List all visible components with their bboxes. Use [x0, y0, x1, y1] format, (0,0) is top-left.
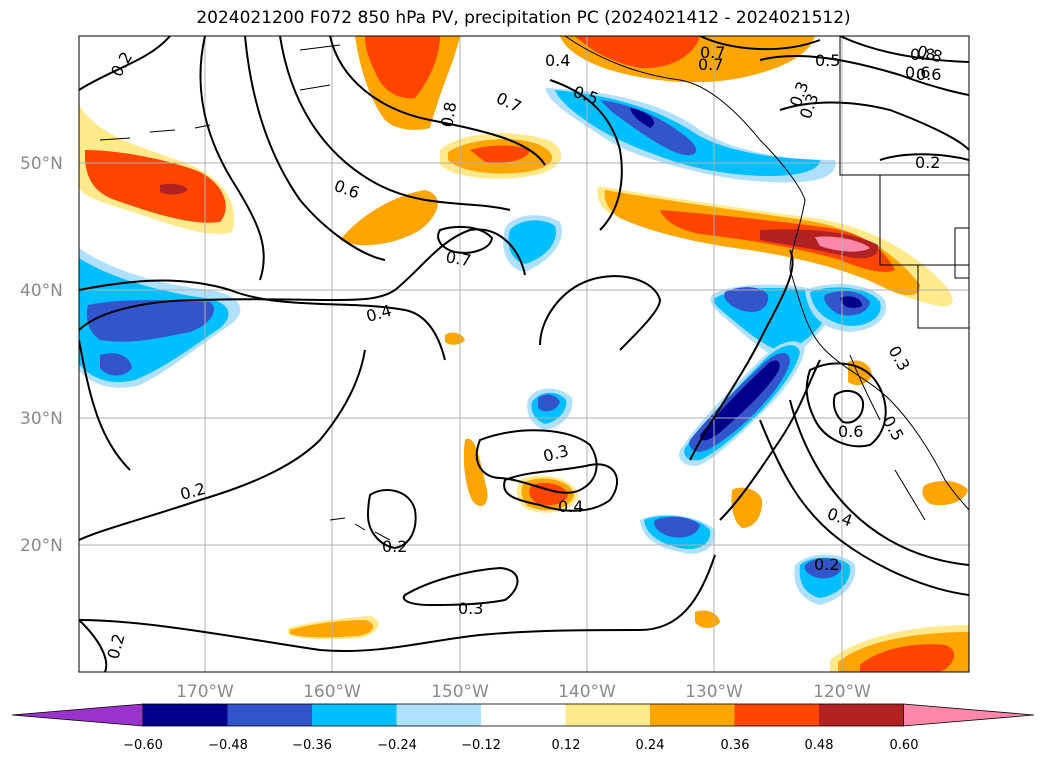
- svg-text:0.5: 0.5: [815, 51, 840, 70]
- svg-text:0.6: 0.6: [838, 422, 863, 441]
- colorbar-segment: [312, 704, 397, 726]
- cb-tick-2: −0.36: [292, 738, 332, 753]
- svg-text:0.8: 0.8: [437, 100, 460, 128]
- svg-text:0.2: 0.2: [915, 153, 940, 172]
- contour-labels: 0.2 0.4 0.5 0.6 0.7 0.8 0.3 0.7 0.6 0.7 …: [104, 42, 945, 662]
- svg-text:0.4: 0.4: [558, 497, 583, 516]
- cb-tick-8: 0.48: [805, 738, 834, 753]
- svg-text:0.7: 0.7: [698, 55, 723, 74]
- cb-tick-4: −0.12: [461, 738, 501, 753]
- cb-tick-6: 0.24: [636, 738, 665, 753]
- colorbar-segment: [481, 704, 566, 726]
- cb-tick-9: 0.60: [890, 738, 919, 753]
- lon-label-120w: 120°W: [813, 682, 871, 702]
- colorbar-segment: [650, 704, 735, 726]
- colorbar-segment: [565, 704, 650, 726]
- precip-fill-layer: [79, 36, 969, 672]
- cb-tick-5: 0.12: [552, 738, 581, 753]
- svg-text:0.3: 0.3: [458, 599, 483, 618]
- colorbar-extend-high: [903, 703, 1035, 727]
- plot-frame: [78, 35, 970, 673]
- map-title: 2024021200 F072 850 hPa PV, precipitatio…: [196, 8, 851, 28]
- lat-label-40n: 40°N: [20, 281, 63, 301]
- colorbar: [11, 703, 1035, 727]
- colorbar-segment: [227, 704, 312, 726]
- colorbar-extend-low: [11, 703, 144, 727]
- colorbar-segment: [396, 704, 481, 726]
- lat-label-20n: 20°N: [20, 536, 63, 556]
- svg-text:0.7: 0.7: [444, 247, 472, 270]
- colorbar-segment: [734, 704, 819, 726]
- svg-text:0.2: 0.2: [382, 537, 407, 556]
- cb-tick-0: −0.60: [123, 738, 163, 753]
- lat-label-50n: 50°N: [20, 154, 63, 174]
- lon-label-160w: 160°W: [303, 682, 361, 702]
- colorbar-frame: [142, 703, 904, 727]
- lat-tick-labels: 20°N 30°N 40°N 50°N: [20, 154, 63, 556]
- coastlines: [99, 36, 969, 541]
- lat-label-30n: 30°N: [20, 409, 63, 429]
- lon-label-140w: 140°W: [558, 682, 616, 702]
- lon-tick-labels: 170°W 160°W 150°W 140°W 130°W 120°W: [176, 682, 871, 702]
- colorbar-segment: [143, 704, 228, 726]
- svg-text:0.4: 0.4: [545, 51, 570, 70]
- colorbar-tick-labels: −0.60 −0.48 −0.36 −0.24 −0.12 0.12 0.24 …: [123, 738, 918, 753]
- pv-contours: [79, 36, 969, 672]
- cb-tick-1: −0.48: [208, 738, 248, 753]
- lon-label-130w: 130°W: [685, 682, 743, 702]
- lon-label-170w: 170°W: [176, 682, 234, 702]
- svg-text:0.8: 0.8: [910, 45, 935, 64]
- svg-text:0.7: 0.7: [700, 43, 725, 62]
- svg-text:0.6: 0.6: [905, 63, 930, 82]
- cb-tick-7: 0.36: [721, 738, 750, 753]
- svg-text:0.2: 0.2: [814, 555, 839, 574]
- cb-tick-3: −0.24: [377, 738, 417, 753]
- lon-label-150w: 150°W: [431, 682, 489, 702]
- colorbar-segment: [819, 704, 904, 726]
- svg-text:0.6: 0.6: [916, 65, 941, 84]
